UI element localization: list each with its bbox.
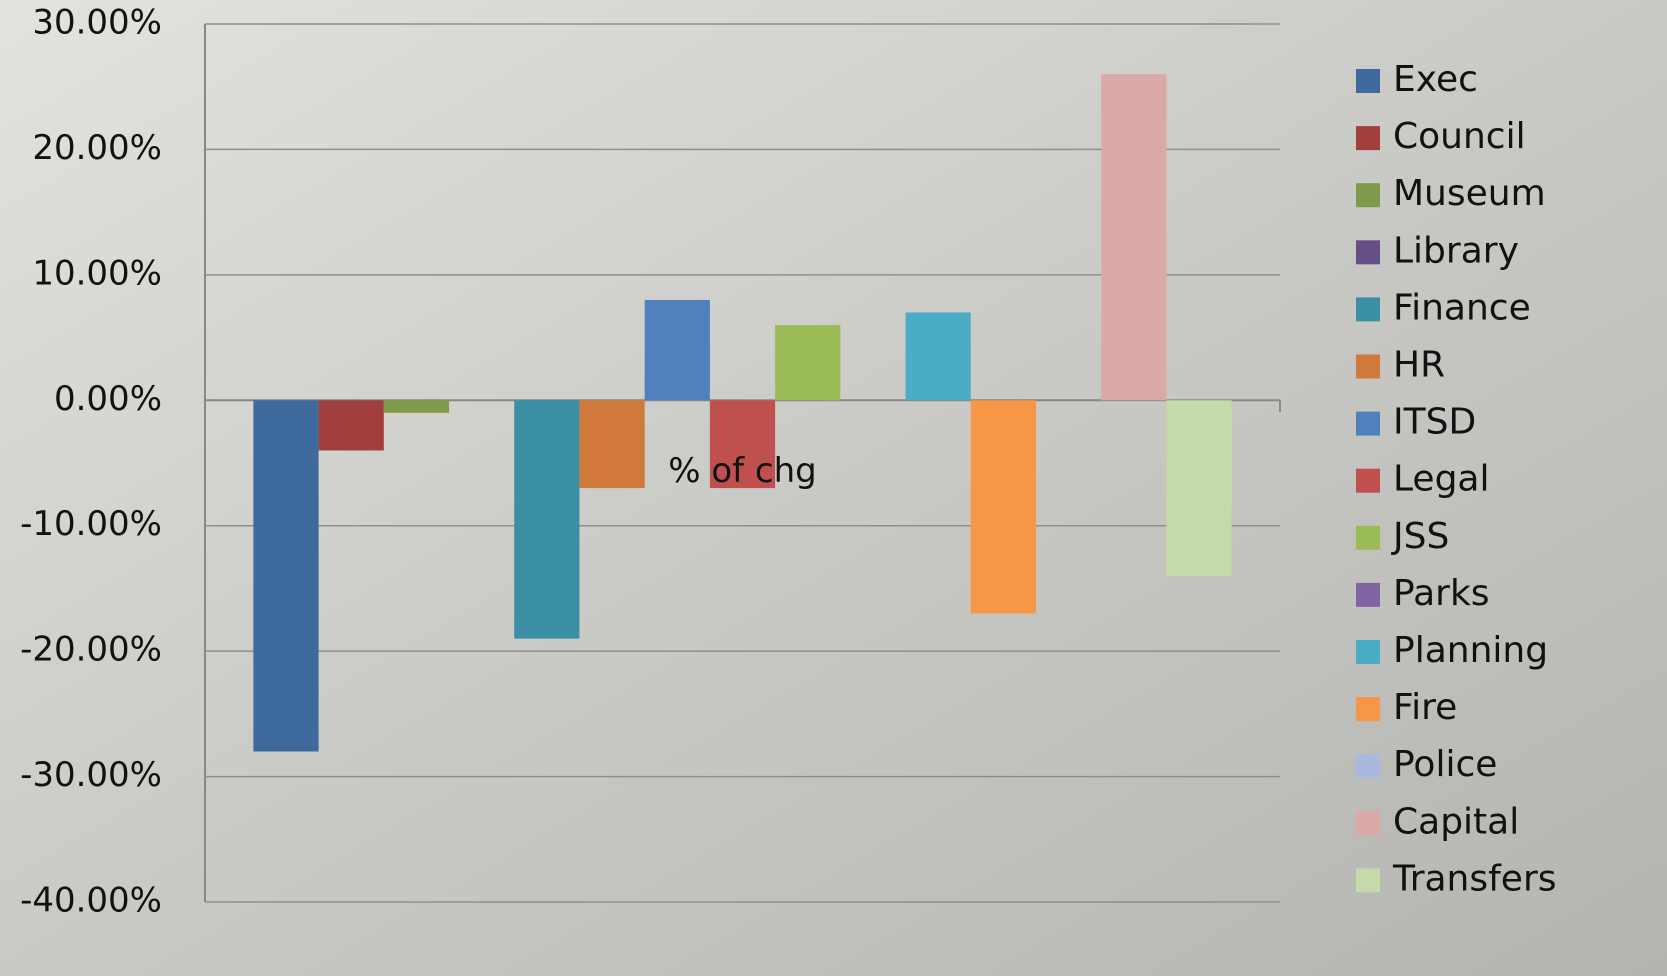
legend-label: Transfers [1392, 858, 1557, 899]
legend-swatch [1356, 811, 1380, 836]
y-tick-label: 30.00% [32, 3, 162, 43]
legend-label: Planning [1393, 630, 1548, 671]
legend-label: Finance [1393, 287, 1531, 328]
legend-swatch [1356, 297, 1380, 322]
bar [709, 400, 776, 489]
bar [644, 299, 710, 401]
bar [318, 400, 384, 451]
bar [1166, 400, 1232, 576]
bar [514, 400, 580, 639]
legend-label: Exec [1393, 59, 1478, 100]
bar [253, 400, 319, 752]
legend-label: HR [1393, 345, 1445, 386]
legend-swatch [1356, 411, 1380, 436]
legend-swatch [1356, 126, 1380, 151]
y-tick-label: -40.00% [20, 881, 162, 921]
legend-swatch [1356, 354, 1380, 379]
legend-label: Legal [1393, 459, 1490, 500]
bar [383, 400, 450, 413]
bar [579, 400, 645, 489]
bar [775, 325, 841, 401]
legend-swatch [1356, 868, 1380, 893]
legend-swatch [1356, 468, 1380, 493]
legend-swatch [1356, 582, 1380, 607]
legend-swatch [1356, 640, 1380, 664]
y-tick-label: 0.00% [54, 379, 162, 419]
x-tick-label: % of chg [668, 451, 817, 491]
legend-label: Library [1393, 230, 1519, 271]
legend-swatch [1356, 183, 1380, 208]
y-tick-label: -20.00% [20, 630, 162, 670]
bar [905, 312, 971, 401]
legend-label: Museum [1393, 173, 1546, 214]
legend-label: Parks [1393, 573, 1490, 614]
legend-swatch [1356, 69, 1380, 93]
y-tick-label: -30.00% [20, 755, 162, 795]
legend-label: Police [1393, 744, 1497, 785]
legend-swatch [1356, 240, 1380, 265]
legend-label: ITSD [1393, 402, 1476, 443]
legend-swatch [1356, 697, 1380, 722]
legend-label: Fire [1393, 687, 1457, 728]
y-tick-label: 20.00% [32, 128, 162, 168]
bar [970, 400, 1036, 614]
legend-swatch [1356, 525, 1380, 550]
legend-label: Council [1393, 116, 1526, 157]
legend-label: JSS [1391, 516, 1449, 557]
legend-label: Capital [1393, 801, 1519, 842]
bar [1101, 74, 1167, 401]
y-tick-label: 10.00% [32, 253, 162, 293]
y-tick-label: -10.00% [20, 504, 162, 544]
legend-swatch [1356, 754, 1380, 779]
